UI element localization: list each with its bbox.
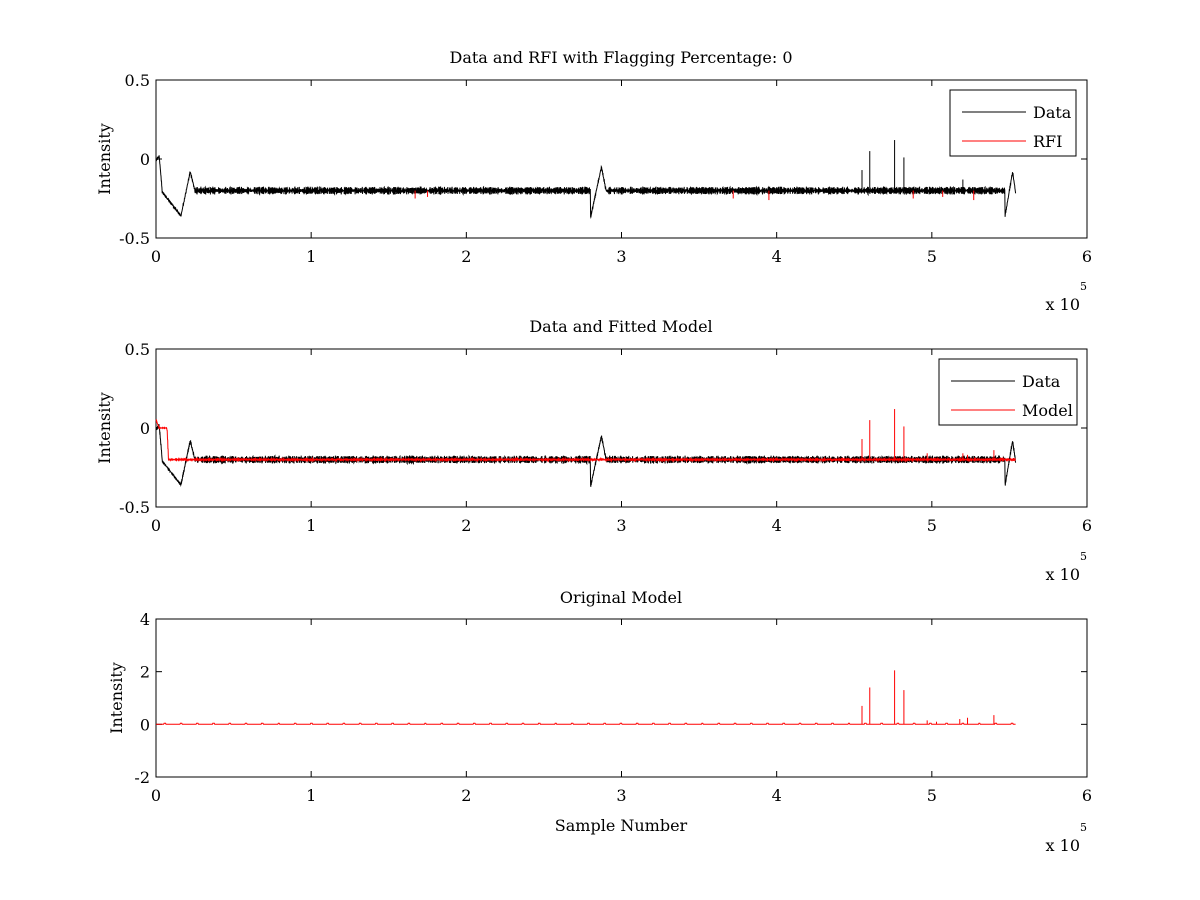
y-axis-label: Intensity	[95, 123, 114, 195]
legend-box	[949, 89, 1077, 157]
y-tick-label: -0.5	[119, 229, 150, 248]
x-tick-label: 4	[772, 786, 782, 805]
x-scale-exponent: 5	[1080, 280, 1087, 293]
plot-area	[155, 618, 1088, 778]
chart-title: Original Model	[560, 588, 682, 607]
x-tick-label: 1	[306, 247, 316, 266]
y-tick-label: -2	[134, 768, 150, 787]
legend-box	[938, 358, 1078, 426]
series-model	[155, 409, 1016, 463]
y-axis-label: Intensity	[107, 662, 126, 734]
x-tick-label: 1	[306, 516, 316, 535]
y-tick-label: 0.5	[125, 340, 150, 359]
chart-title: Data and Fitted Model	[529, 317, 712, 336]
x-tick-label: 2	[461, 516, 471, 535]
x-axis-label: Sample Number	[555, 816, 688, 835]
x-tick-label: 0	[151, 786, 161, 805]
x-tick-label: 6	[1082, 516, 1092, 535]
series-line	[156, 722, 1016, 725]
x-tick-label: 2	[461, 786, 471, 805]
x-scale-label: x 10	[1046, 295, 1080, 314]
y-tick-label: -0.5	[119, 498, 150, 517]
y-tick-label: 0	[140, 715, 150, 734]
series-line	[155, 424, 1017, 488]
x-tick-label: 5	[927, 786, 937, 805]
plot-area	[155, 79, 1088, 239]
y-tick-label: 0	[140, 419, 150, 438]
y-tick-label: 4	[140, 610, 150, 629]
chart-title: Data and RFI with Flagging Percentage: 0	[449, 48, 792, 67]
x-tick-label: 2	[461, 247, 471, 266]
panel-fitted-model: Data and Fitted Model Intensity x 10 5 0…	[95, 317, 1092, 584]
x-tick-label: 0	[151, 516, 161, 535]
x-tick-label: 4	[772, 516, 782, 535]
y-tick-label: 0.5	[125, 71, 150, 90]
legend-entry: Data	[1022, 372, 1061, 391]
x-tick-label: 0	[151, 247, 161, 266]
series-line	[155, 155, 1017, 219]
legend-entry: RFI	[1033, 132, 1062, 151]
x-tick-label: 5	[927, 247, 937, 266]
x-tick-label: 6	[1082, 247, 1092, 266]
y-axis-label: Intensity	[95, 392, 114, 464]
x-tick-label: 1	[306, 786, 316, 805]
legend: Data Model	[938, 358, 1078, 426]
x-scale-label: x 10	[1046, 565, 1080, 584]
panel-original-model: Original Model Intensity Sample Number x…	[107, 588, 1092, 855]
x-tick-label: 3	[616, 247, 626, 266]
x-tick-label: 6	[1082, 786, 1092, 805]
series-line	[155, 418, 1016, 463]
series-data	[155, 424, 1017, 488]
y-tick-label: 0	[140, 150, 150, 169]
x-tick-label: 5	[927, 516, 937, 535]
x-scale-exponent: 5	[1080, 821, 1087, 834]
panel-rfi: Data and RFI with Flagging Percentage: 0…	[95, 48, 1092, 314]
legend-entry: Model	[1022, 401, 1073, 420]
x-scale-exponent: 5	[1080, 550, 1087, 563]
series-rfi	[414, 190, 975, 201]
x-tick-label: 3	[616, 786, 626, 805]
legend: Data RFI	[949, 89, 1077, 157]
series-data	[155, 140, 1017, 219]
y-tick-label: 2	[140, 663, 150, 682]
x-tick-label: 3	[616, 516, 626, 535]
series-model	[156, 670, 1016, 725]
legend-entry: Data	[1033, 103, 1072, 122]
x-tick-label: 4	[772, 247, 782, 266]
x-scale-label: x 10	[1046, 836, 1080, 855]
